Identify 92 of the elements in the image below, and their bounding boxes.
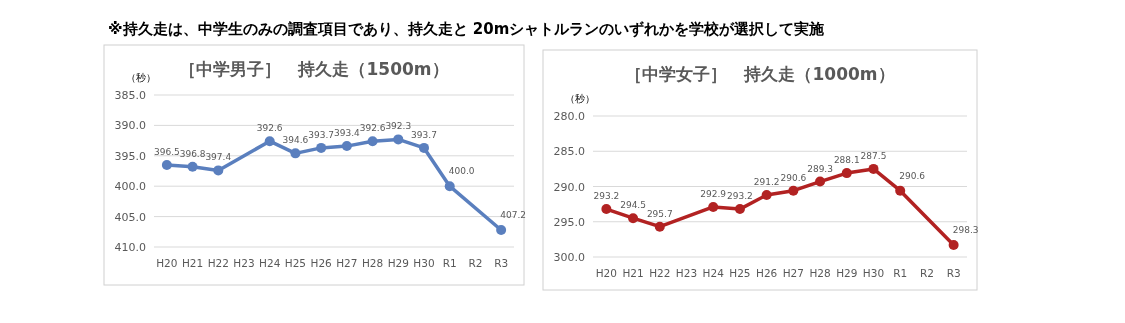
y-tick-label: 290.0 — [553, 180, 585, 194]
y-tick-label: 400.0 — [114, 180, 146, 194]
point — [213, 165, 224, 176]
point — [948, 240, 959, 251]
y-tick-label: 410.0 — [114, 241, 146, 254]
data-label: 295.7 — [646, 208, 673, 219]
x-tick-label: H21 — [622, 267, 644, 279]
x-tick-label: H20 — [595, 267, 617, 279]
point — [290, 148, 301, 159]
x-tick-label: H23 — [233, 257, 255, 269]
point — [316, 142, 327, 153]
data-label: 291.2 — [753, 176, 780, 187]
y-axis-title: （秒） — [565, 93, 595, 104]
y-tick-label: 280.0 — [553, 110, 585, 123]
x-tick-label: H29 — [387, 257, 409, 269]
data-label: 393.4 — [333, 128, 361, 139]
x-tick-label: H28 — [809, 267, 831, 279]
y-tick-label: 285.0 — [553, 145, 585, 159]
point — [161, 159, 172, 170]
x-tick-label: H30 — [862, 267, 885, 279]
x-tick-label: H20 — [156, 257, 178, 269]
data-label: 392.6 — [359, 123, 386, 134]
y-axis-title: （秒） — [126, 72, 156, 83]
x-tick-label: H22 — [649, 267, 671, 279]
data-label: 294.5 — [620, 200, 646, 211]
text: ※持久走は、中学生のみの調査項目であり、持久走と 20mシャトルランのいずれかを学校が選択して実施 — [108, 20, 826, 38]
x-tick-label: R1 — [893, 267, 908, 279]
x-tick-label: H29 — [836, 267, 858, 279]
point — [841, 168, 852, 179]
y-tick-label: 295.0 — [553, 215, 585, 229]
x-tick-label: H26 — [310, 257, 333, 269]
data-label: 287.5 — [860, 150, 887, 161]
chart-title: ［中学女子］ 持久走（1000m） — [625, 64, 895, 84]
x-tick-label: R3 — [946, 267, 961, 279]
point — [601, 204, 612, 215]
x-tick-label: H22 — [207, 257, 229, 269]
point — [341, 141, 352, 152]
data-label: 290.6 — [780, 172, 807, 183]
data-label: 290.6 — [899, 170, 926, 181]
data-label: 396.5 — [153, 146, 180, 157]
x-tick-label: H30 — [413, 257, 435, 269]
x-tick-label: H21 — [181, 257, 204, 269]
point — [761, 189, 772, 200]
x-tick-label: H28 — [361, 257, 384, 269]
data-label: 407.2 — [500, 209, 527, 220]
x-tick-label: R1 — [442, 257, 457, 269]
data-label: 293.2 — [593, 191, 620, 202]
y-tick-label: 385.0 — [114, 89, 146, 102]
data-label: 400.0 — [448, 166, 475, 177]
point — [444, 181, 455, 192]
x-tick-label: H25 — [284, 257, 307, 269]
x-tick-label: R2 — [919, 267, 934, 279]
data-label: 288.1 — [833, 155, 860, 166]
point — [734, 204, 745, 215]
point — [868, 163, 879, 174]
data-label: 392.6 — [256, 123, 283, 134]
x-tick-label: H27 — [336, 257, 358, 269]
point — [654, 221, 665, 232]
x-tick-label: R3 — [494, 257, 509, 269]
x-tick-label: H27 — [782, 267, 804, 279]
data-label: 392.3 — [385, 121, 412, 132]
point — [264, 136, 275, 147]
point — [895, 185, 906, 196]
point — [815, 176, 826, 187]
point — [788, 185, 799, 196]
point — [496, 224, 507, 235]
x-tick-label: H26 — [756, 267, 778, 279]
y-tick-label: 395.0 — [114, 149, 146, 163]
x-tick-label: H25 — [729, 267, 751, 279]
data-label: 396.8 — [179, 148, 206, 159]
data-label: 293.2 — [727, 191, 753, 202]
data-label: 289.3 — [807, 163, 833, 174]
point — [708, 201, 719, 212]
point — [187, 161, 198, 172]
data-label: 397.4 — [205, 152, 232, 163]
x-tick-label: R2 — [468, 257, 483, 269]
x-tick-label: H23 — [675, 267, 698, 279]
data-label: 298.3 — [952, 225, 979, 236]
point — [628, 213, 639, 224]
x-tick-label: H24 — [702, 267, 725, 279]
data-label: 393.7 — [411, 129, 437, 140]
point — [367, 136, 378, 147]
y-tick-label: 300.0 — [553, 251, 585, 264]
point — [393, 134, 404, 145]
y-tick-label: 390.0 — [114, 119, 146, 133]
data-label: 292.9 — [700, 188, 727, 199]
y-tick-label: 405.0 — [114, 210, 146, 224]
data-label: 394.6 — [282, 135, 309, 146]
point — [419, 142, 429, 153]
x-tick-label: H24 — [259, 257, 281, 269]
chart-title: ［中学男子］ 持久走（1500m） — [179, 59, 449, 79]
data-label: 393.7 — [308, 129, 335, 140]
